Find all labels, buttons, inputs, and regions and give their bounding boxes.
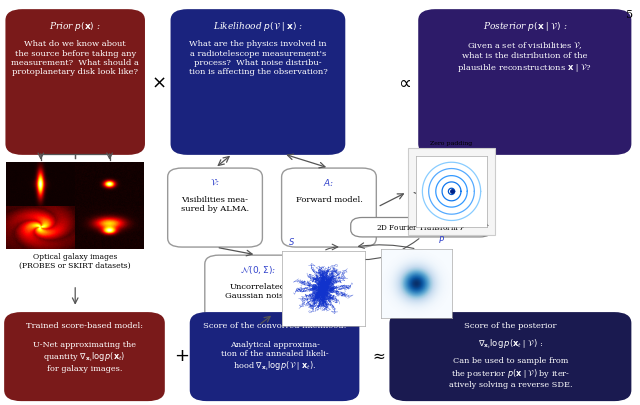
Bar	[408, 148, 495, 235]
Text: $\propto$: $\propto$	[395, 73, 412, 91]
FancyBboxPatch shape	[191, 313, 358, 400]
FancyBboxPatch shape	[351, 217, 492, 237]
Text: $+$: $+$	[173, 347, 189, 364]
FancyBboxPatch shape	[168, 168, 262, 247]
Text: Forward model.: Forward model.	[296, 196, 362, 204]
Text: What do we know about
the source before taking any
measurement?  What should a
p: What do we know about the source before …	[12, 40, 139, 76]
Text: Likelihood $p(\mathcal{V} \mid \mathbf{x})$ :: Likelihood $p(\mathcal{V} \mid \mathbf{x…	[212, 20, 303, 33]
Text: Score of the convolved likelihood:: Score of the convolved likelihood:	[203, 322, 346, 330]
Text: Trained score-based model:: Trained score-based model:	[26, 322, 143, 330]
Text: Given a set of visibilities $\mathcal{V}$,
what is the distribution of the
plaus: Given a set of visibilities $\mathcal{V}…	[458, 40, 592, 74]
Text: Zero padding: Zero padding	[430, 141, 473, 146]
Bar	[6, 162, 144, 249]
Text: $P$: $P$	[438, 234, 445, 245]
Text: $\mathcal{V}$:: $\mathcal{V}$:	[210, 177, 220, 187]
Text: $\mathcal{N}(0, \Sigma)$:: $\mathcal{N}(0, \Sigma)$:	[239, 264, 276, 276]
Text: $\nabla_{\mathbf{x}_t} \log p(\mathbf{x}_t \mid \mathcal{V})$ :: $\nabla_{\mathbf{x}_t} \log p(\mathbf{x}…	[478, 337, 543, 351]
Text: $\approx$: $\approx$	[369, 348, 386, 363]
FancyBboxPatch shape	[5, 313, 164, 400]
Text: $A$:: $A$:	[323, 177, 335, 188]
Text: Posterior $p(\mathbf{x} \mid \mathcal{V})$ :: Posterior $p(\mathbf{x} \mid \mathcal{V}…	[483, 20, 567, 33]
FancyBboxPatch shape	[390, 313, 630, 400]
FancyBboxPatch shape	[6, 10, 144, 154]
Text: Score of the posterior: Score of the posterior	[464, 322, 557, 330]
Text: Optical galaxy images
(PROBES or SKIRT datasets): Optical galaxy images (PROBES or SKIRT d…	[19, 253, 131, 270]
Text: $S$: $S$	[288, 236, 295, 247]
Text: Can be used to sample from
the posterior $p(\mathbf{x} \mid \mathcal{V})$ by ite: Can be used to sample from the posterior…	[449, 357, 572, 389]
Text: 2D Fourier Transform $\mathcal{F}$: 2D Fourier Transform $\mathcal{F}$	[376, 222, 467, 232]
Text: $\times$: $\times$	[152, 73, 166, 91]
Text: Prior $p(\mathbf{x})$ :: Prior $p(\mathbf{x})$ :	[49, 20, 101, 33]
FancyBboxPatch shape	[419, 10, 630, 154]
FancyBboxPatch shape	[205, 255, 310, 326]
FancyBboxPatch shape	[282, 168, 376, 247]
FancyBboxPatch shape	[172, 10, 344, 154]
Text: What are the physics involved in
a radiotelescope measurement's
process?  What n: What are the physics involved in a radio…	[189, 40, 327, 76]
Text: Uncorrelated
Gaussian noise.: Uncorrelated Gaussian noise.	[225, 283, 291, 300]
Text: 5: 5	[627, 10, 634, 20]
Text: U-Net approximating the
quantity $\nabla_{\mathbf{x}_t} \log p(\mathbf{x}_t)$
fo: U-Net approximating the quantity $\nabla…	[33, 341, 136, 373]
Text: Analytical approxima-
tion of the annealed likeli-
hood $\nabla_{\mathbf{x}_t} \: Analytical approxima- tion of the anneal…	[221, 341, 328, 373]
Text: Visibilities mea-
sured by ALMA.: Visibilities mea- sured by ALMA.	[181, 196, 249, 213]
